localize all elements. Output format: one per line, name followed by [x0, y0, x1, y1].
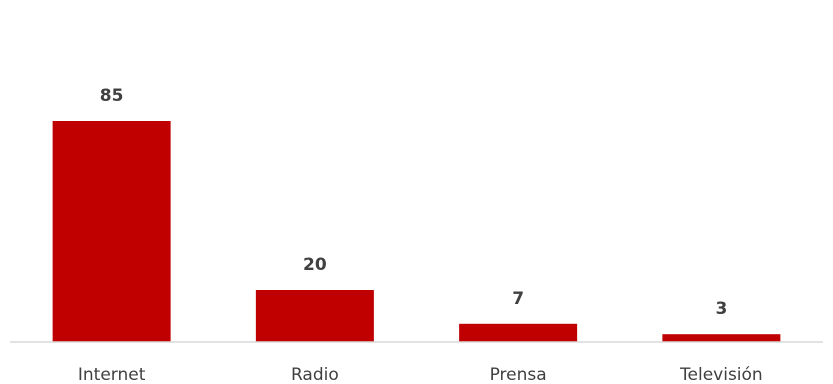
bar-televisión — [662, 334, 781, 342]
bar-internet — [52, 121, 171, 342]
category-label-radio: Radio — [291, 365, 339, 384]
bar-prensa — [459, 323, 578, 342]
data-label-televisión: 3 — [715, 299, 727, 319]
category-label-internet: Internet — [78, 365, 146, 384]
bars-group — [52, 121, 781, 342]
bar-radio — [255, 290, 374, 342]
category-label-prensa: Prensa — [490, 365, 547, 384]
data-label-radio: 20 — [303, 255, 327, 275]
category-label-televisión: Televisión — [679, 365, 763, 384]
data-label-internet: 85 — [100, 86, 124, 106]
data-label-prensa: 7 — [512, 289, 524, 309]
labels-group: 85 Internet 20 Radio 7 Prensa 3 Televisión — [78, 86, 763, 384]
